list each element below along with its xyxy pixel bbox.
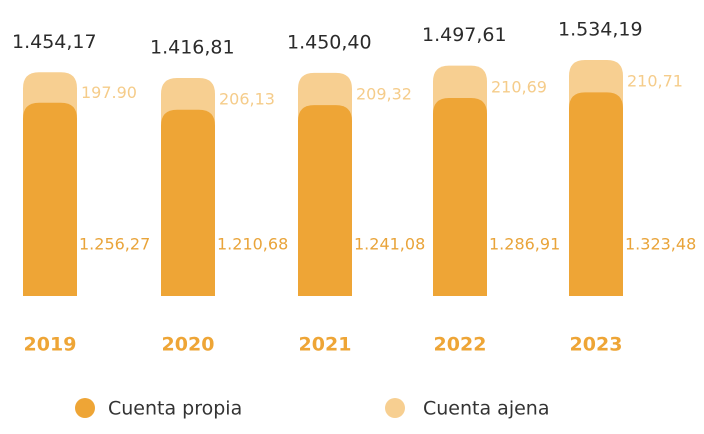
value-label: 210,71: [627, 72, 683, 91]
total-label: 1.497,61: [422, 24, 507, 46]
bar-segment: [23, 102, 77, 297]
x-tick-label: 2019: [24, 334, 77, 356]
x-tick-label: 2021: [299, 334, 352, 356]
value-label: 1.256,27: [79, 235, 150, 254]
bar-segment: [433, 98, 487, 297]
total-label: 1.534,19: [558, 19, 643, 41]
bar-segment: [298, 105, 352, 297]
value-label: 1.210,68: [217, 235, 288, 254]
x-tick-label: 2020: [162, 334, 215, 356]
total-label: 1.454,17: [12, 31, 97, 53]
value-label: 1.241,08: [354, 235, 425, 254]
total-label: 1.450,40: [287, 31, 372, 53]
legend-swatch: [75, 398, 95, 418]
bar-segment: [161, 109, 215, 296]
value-label: 209,32: [356, 84, 412, 103]
value-label: 197.90: [81, 83, 137, 102]
x-tick-label: 2023: [570, 334, 623, 356]
value-label: 206,13: [219, 89, 275, 108]
bar-segment: [569, 92, 623, 297]
legend-swatch: [385, 398, 405, 418]
value-label: 210,69: [491, 77, 547, 96]
total-label: 1.416,81: [150, 37, 235, 59]
legend-label: Cuenta ajena: [423, 398, 549, 420]
x-tick-label: 2022: [434, 334, 487, 356]
value-label: 1.286,91: [489, 235, 560, 254]
legend-label: Cuenta propia: [108, 398, 242, 420]
value-label: 1.323,48: [625, 235, 696, 254]
